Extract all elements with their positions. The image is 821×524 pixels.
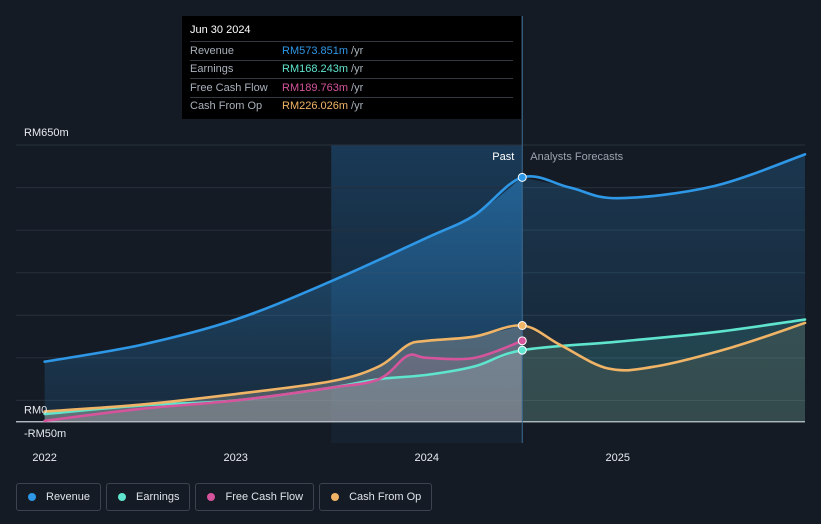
x-tick-label: 2024 xyxy=(414,452,438,464)
cash-from-op-line xyxy=(43,321,807,413)
x-tick-label: 2022 xyxy=(32,452,56,464)
x-axis-ticks: 2022 2023 2024 2025 xyxy=(32,452,630,464)
legend-dot xyxy=(28,493,36,501)
tooltip-unit: /yr xyxy=(351,81,364,94)
earnings-marker xyxy=(517,345,527,355)
revenue-marker xyxy=(517,172,527,182)
tooltip-row-cash-from-op: Cash From Op RM226.026m /yr xyxy=(190,96,513,116)
tooltip-row-free-cash-flow: Free Cash Flow RM189.763m /yr xyxy=(190,78,513,97)
legend-item-earnings[interactable]: Earnings xyxy=(106,483,191,511)
legend-item-revenue[interactable]: Revenue xyxy=(16,483,102,511)
tooltip-unit: /yr xyxy=(351,44,364,57)
legend-item-cash-from-op[interactable]: Cash From Op xyxy=(319,483,433,511)
tooltip-label: Free Cash Flow xyxy=(190,81,268,94)
tooltip-label: Cash From Op xyxy=(190,100,263,113)
legend-label: Earnings xyxy=(136,491,180,503)
tooltip-unit: /yr xyxy=(351,100,364,113)
free-cash-flow-past-area xyxy=(44,340,523,422)
series-markers xyxy=(517,172,527,355)
forecast-label: Analysts Forecasts xyxy=(530,151,623,163)
cash-from-op-marker xyxy=(517,321,527,331)
revenue-forecast-area xyxy=(522,154,805,422)
chart: Past Analysts Forecasts RM650m RM0 -RM50… xyxy=(16,16,807,464)
x-tick-label: 2025 xyxy=(606,452,630,464)
tooltip-value: RM189.763m xyxy=(282,81,349,94)
y-axis-bottom-label: -RM50m xyxy=(24,428,66,440)
free-cash-flow-marker xyxy=(517,336,527,346)
legend-label: Free Cash Flow xyxy=(225,491,304,503)
tooltip-date: Jun 30 2024 xyxy=(190,24,251,36)
legend-label: Cash From Op xyxy=(349,491,422,503)
free-cash-flow-line xyxy=(43,339,524,423)
legend-label: Revenue xyxy=(46,491,91,503)
tooltip-label: Revenue xyxy=(190,44,235,57)
y-axis-top-label: RM650m xyxy=(24,127,69,139)
legend-dot xyxy=(207,493,216,501)
x-tick-label: 2023 xyxy=(223,452,247,464)
series-lines xyxy=(43,153,807,423)
tooltip-value: RM573.851m xyxy=(282,44,349,57)
legend-item-free-cash-flow[interactable]: Free Cash Flow xyxy=(195,483,315,511)
legend: Revenue Earnings Free Cash Flow Cash Fro… xyxy=(16,483,433,511)
tooltip-value: RM168.243m xyxy=(282,63,349,76)
tooltip-row-earnings: Earnings RM168.243m /yr xyxy=(190,59,513,79)
tooltip-value: RM226.026m xyxy=(282,100,349,113)
tooltip-unit: /yr xyxy=(351,63,364,76)
tooltip-label: Earnings xyxy=(190,63,234,76)
revenue-line xyxy=(43,153,807,363)
past-label: Past xyxy=(492,151,514,163)
tooltip: Jun 30 2024 Revenue RM573.851m /yr Earni… xyxy=(182,16,521,119)
legend-dot xyxy=(331,493,340,501)
tooltip-row-revenue: Revenue RM573.851m /yr xyxy=(190,41,513,60)
y-axis-zero-label: RM0 xyxy=(24,405,47,417)
earnings-past-area xyxy=(44,350,523,422)
legend-dot xyxy=(118,493,127,501)
earnings-forecast-area xyxy=(522,319,805,422)
